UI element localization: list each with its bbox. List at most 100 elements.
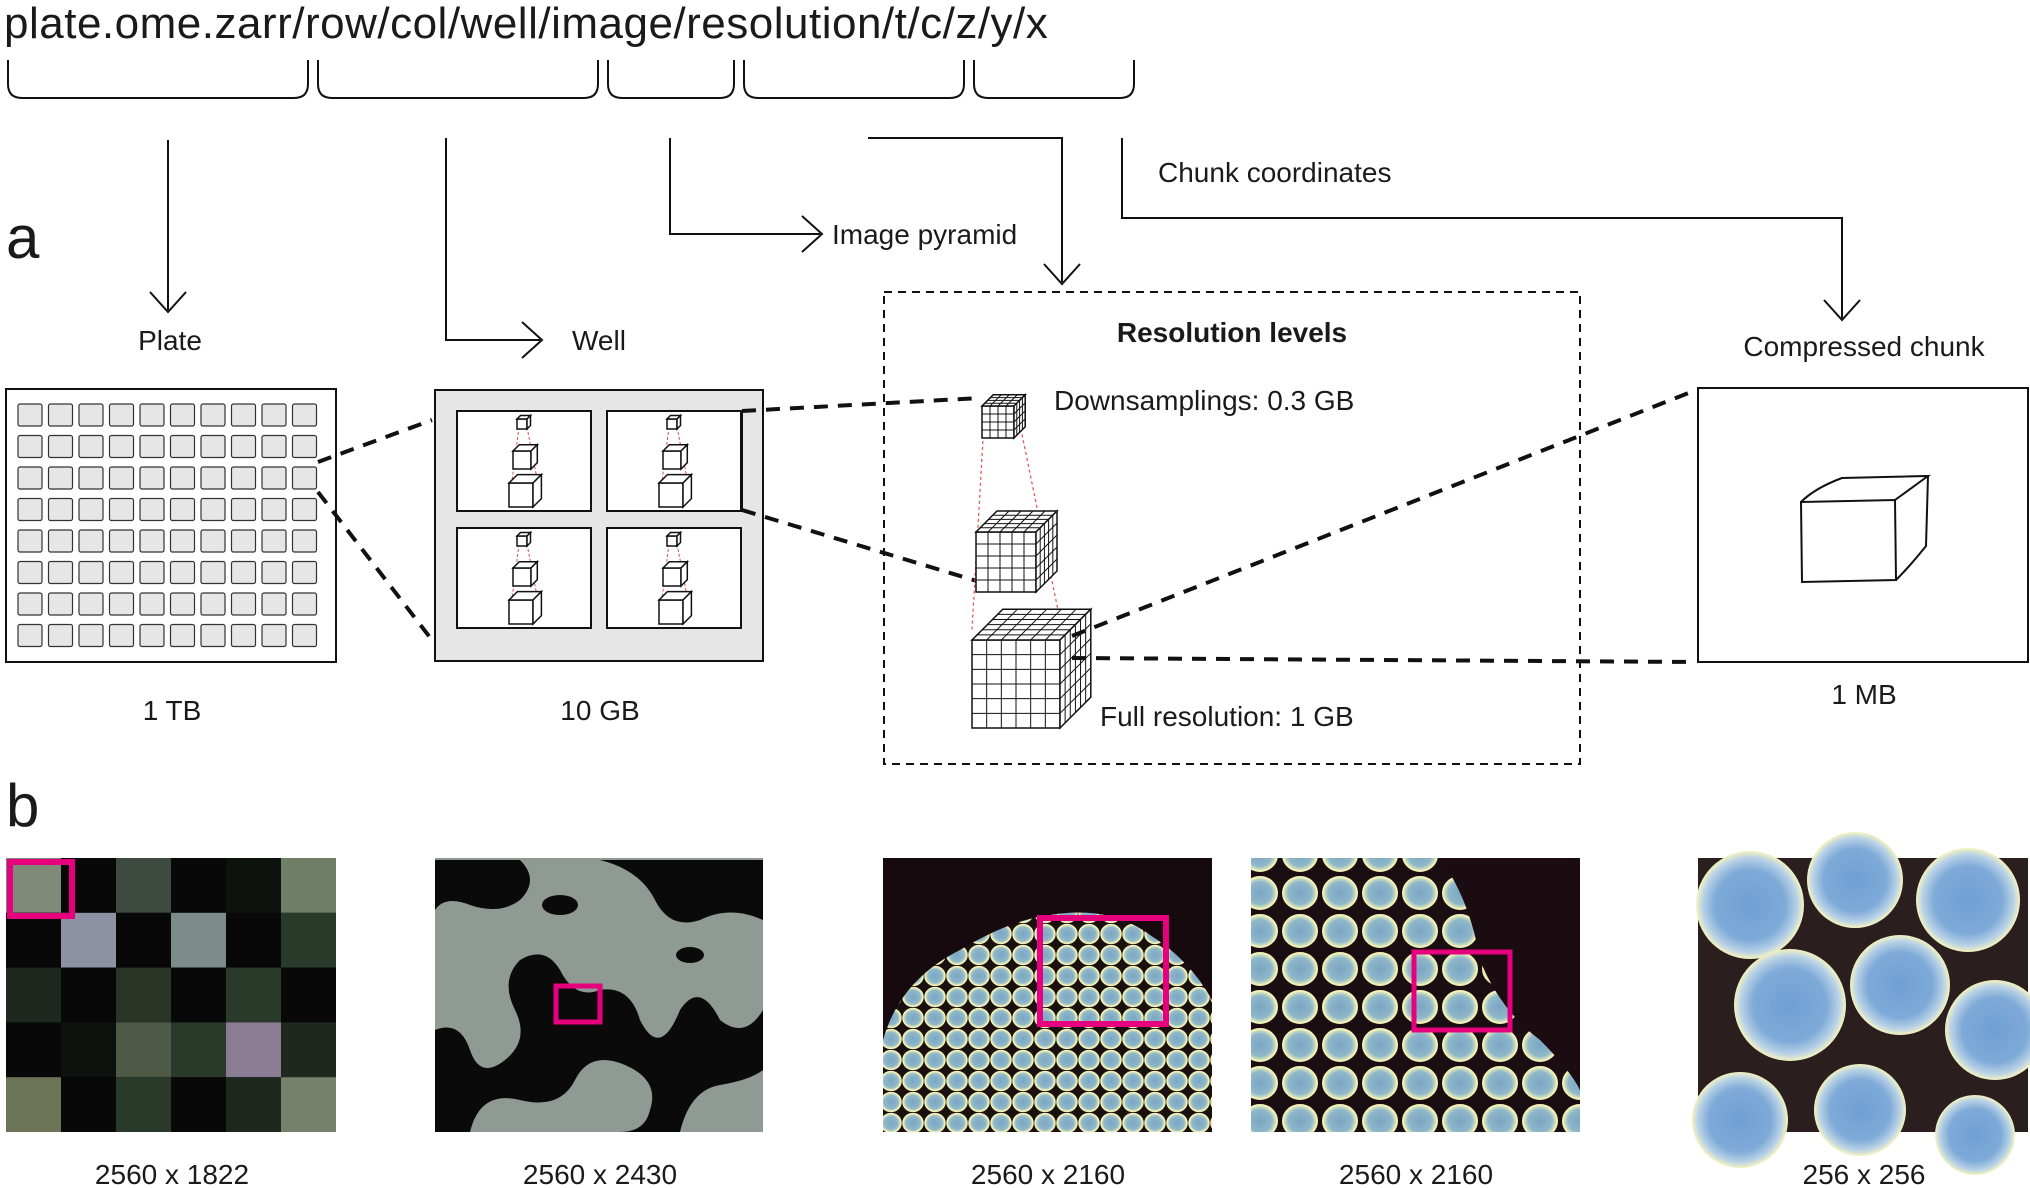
cube-face	[508, 599, 534, 625]
plate-view-tile	[6, 1022, 61, 1078]
cube-face	[532, 472, 543, 509]
plate-view-tile	[281, 912, 336, 968]
plate-well	[108, 560, 135, 585]
plate-view-tile	[116, 967, 171, 1023]
plate-well	[108, 623, 135, 648]
nucleus	[1696, 851, 1804, 959]
mini-cube-icon	[507, 589, 544, 626]
plate-well	[139, 434, 165, 459]
plate-well	[291, 529, 318, 553]
cube-face	[516, 535, 528, 547]
nucleus	[1945, 980, 2030, 1080]
cube-grid-line	[1013, 410, 1026, 423]
plate-well	[291, 403, 318, 427]
arrow-to-resolution	[868, 137, 1081, 286]
cube-face	[658, 599, 684, 625]
plate-well	[230, 434, 257, 459]
mini-cube-icon	[661, 442, 690, 471]
cube-face	[682, 472, 693, 509]
plate-well	[17, 529, 43, 553]
plate-view-tile	[171, 967, 226, 1023]
plate-well	[139, 623, 165, 648]
plate-well	[169, 560, 196, 585]
well-images	[456, 410, 743, 629]
plate-well	[17, 403, 43, 427]
cube-grid-line	[999, 510, 1022, 533]
cube-face	[666, 535, 678, 547]
zoom-lines-pyramid-chunk	[1071, 388, 1697, 664]
nucleus	[1807, 832, 1903, 928]
plate-well	[291, 560, 318, 585]
caption-plate-view: 2560 x 1822	[95, 1159, 249, 1188]
plate-well	[230, 560, 257, 585]
nucleus	[1814, 1064, 1906, 1156]
zarr-path: plate.ome.zarr/row/col/well/image/resolu…	[4, 0, 1048, 48]
plate-well	[47, 529, 74, 553]
brace-resolution	[743, 60, 965, 99]
plate-well	[291, 623, 318, 648]
cube-face	[526, 530, 532, 548]
plate-well	[47, 623, 74, 648]
cube-face	[676, 413, 682, 431]
plate-view-tile	[61, 1022, 116, 1078]
label-full-resolution: Full resolution: 1 GB	[1100, 701, 1354, 732]
chunk-frame	[1697, 387, 2029, 663]
zoom-lines-plate-well	[316, 418, 434, 642]
arrow-to-chunk	[1121, 138, 1861, 322]
plate-view-tile	[116, 1022, 171, 1078]
chunk-cube-side	[1895, 475, 1929, 581]
cube-face	[530, 442, 539, 471]
path-arrows	[149, 137, 1861, 359]
plate-well	[261, 529, 287, 553]
plate-well	[47, 497, 74, 522]
arrow-to-well	[445, 138, 544, 359]
chunk-cube-icon	[1799, 474, 1932, 584]
mini-cube-icon	[515, 530, 533, 548]
plate-well	[200, 466, 226, 490]
cube-grid-line	[1035, 522, 1058, 545]
zoom-line	[741, 396, 981, 413]
plate-well	[169, 497, 196, 522]
plate-well	[108, 403, 135, 427]
plate-view-tile	[226, 1077, 281, 1132]
cube-face	[526, 413, 532, 431]
mini-cube-icon	[507, 472, 544, 509]
plate-well	[230, 592, 257, 616]
label-resolution-levels: Resolution levels	[1117, 317, 1347, 348]
image-high-res-view	[1251, 858, 1580, 1132]
plate-well	[230, 466, 257, 490]
cube-grid-line	[1013, 418, 1026, 431]
path-braces	[7, 60, 1135, 99]
label-compressed-chunk: Compressed chunk	[1743, 331, 1985, 362]
cube-grid-line	[1011, 510, 1034, 533]
cube-grid-line	[987, 510, 1010, 533]
cube-face	[676, 530, 682, 548]
cube-face	[975, 531, 1037, 593]
plate-view-tiles	[6, 858, 336, 1132]
cube-face	[680, 442, 689, 471]
well-diagram	[434, 389, 764, 662]
zoom-lines-well-pyramid	[741, 396, 991, 587]
full-resolution-cube-icon	[970, 607, 1093, 730]
plate-well	[230, 497, 257, 522]
cube-face	[508, 482, 534, 508]
image-captions: 2560 x 1822 2560 x 2430 2560 x 2160 2560…	[95, 1159, 1926, 1188]
mini-cube-icon	[661, 559, 690, 588]
plate-view-tile	[116, 1077, 171, 1132]
plate-view-tile	[226, 912, 281, 968]
plate-well	[78, 623, 104, 648]
cube-grid-line	[1035, 534, 1058, 557]
mini-cube-icon	[657, 589, 694, 626]
cube-face	[666, 418, 678, 430]
zoom-line	[317, 418, 433, 464]
well-tissue	[680, 1070, 763, 1132]
plate-view-tile	[281, 1022, 336, 1078]
plate-well	[230, 529, 257, 553]
well-view-highlight	[553, 983, 603, 1025]
plate-diagram	[5, 388, 337, 663]
plate-well	[108, 434, 135, 459]
caption-chunk-view: 256 x 256	[1803, 1159, 1926, 1188]
image-low-res-view	[883, 858, 1212, 1132]
plate-well	[78, 434, 104, 459]
plate-well	[200, 497, 226, 522]
